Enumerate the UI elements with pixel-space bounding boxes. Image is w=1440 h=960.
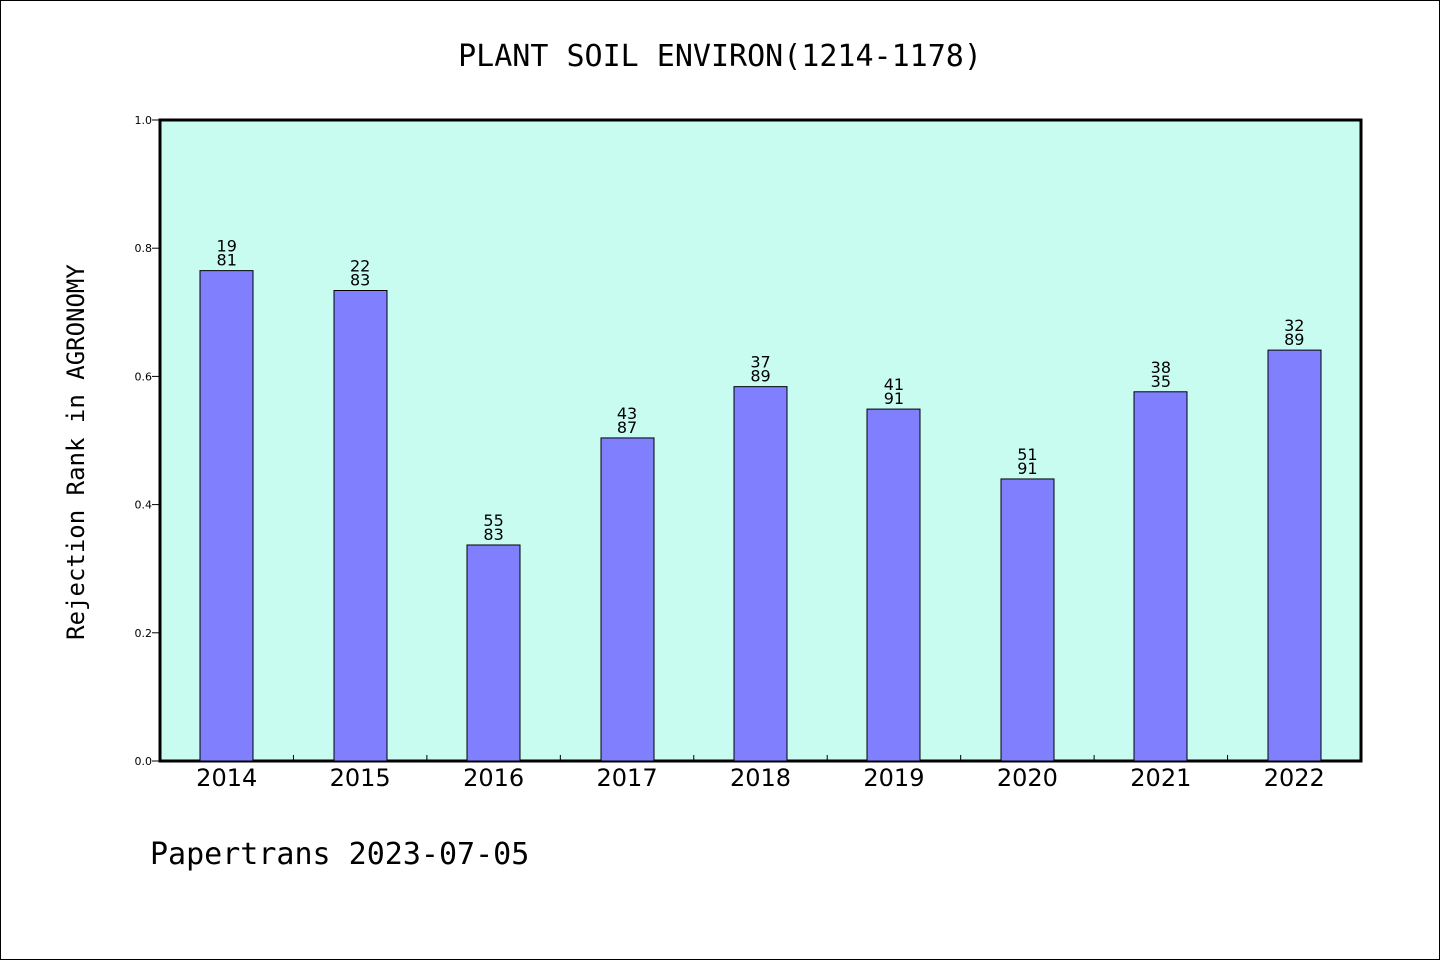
- x-tick-label: 2017: [597, 764, 658, 792]
- x-tick-label: 2014: [196, 764, 257, 792]
- x-tick-label: 2021: [1130, 764, 1191, 792]
- bar-label-bottom: 83: [350, 271, 370, 290]
- bar-2019: [866, 408, 921, 762]
- bar-label-bottom: 89: [1284, 330, 1304, 349]
- y-tick-label: 0.8: [135, 242, 153, 255]
- bar-label-bottom: 87: [617, 418, 637, 437]
- x-tick-label: 2020: [997, 764, 1058, 792]
- bar-label-bottom: 89: [750, 367, 770, 386]
- y-axis-label: Rejection Rank in AGRONOMY: [62, 264, 90, 640]
- x-tick-label: 2019: [863, 764, 924, 792]
- bar-2022: [1267, 349, 1322, 762]
- y-tick-label: 0.6: [135, 370, 153, 383]
- bar-label-top: 19: [217, 237, 237, 256]
- y-tick-label: 0.4: [135, 499, 153, 512]
- bar-label-top: 43: [617, 404, 637, 423]
- y-tick-label: 1.0: [135, 114, 153, 127]
- bar-label-top: 32: [1284, 316, 1304, 335]
- bar-label-top: 51: [1017, 445, 1037, 464]
- footer-text: Papertrans 2023-07-05: [150, 837, 529, 872]
- y-axis: 0.0 0.2 0.4 0.6 0.8 1.0: [135, 114, 160, 768]
- bars: [199, 270, 1322, 762]
- bar-2020: [1000, 478, 1055, 762]
- bar-2018: [733, 386, 788, 762]
- x-tick-label: 2016: [463, 764, 524, 792]
- y-tick-label: 0.0: [135, 755, 153, 768]
- bar-label-top: 55: [483, 511, 503, 530]
- bar-2014: [199, 270, 254, 762]
- bar-label-bottom: 81: [217, 251, 237, 270]
- bar-label-top: 37: [750, 353, 770, 372]
- bar-label-bottom: 35: [1151, 372, 1171, 391]
- x-tick-label: 2022: [1264, 764, 1325, 792]
- bar-2015: [333, 290, 388, 762]
- bar-label-bottom: 83: [483, 525, 503, 544]
- bar-label-bottom: 91: [884, 389, 904, 408]
- bar-2021: [1133, 391, 1188, 762]
- bar-label-top: 38: [1151, 358, 1171, 377]
- bar-2016: [466, 544, 521, 762]
- chart-title: PLANT SOIL ENVIRON(1214-1178): [458, 39, 982, 74]
- bar-2017: [600, 437, 655, 762]
- x-tick-label: 2015: [330, 764, 391, 792]
- bar-label-top: 41: [884, 375, 904, 394]
- y-tick-label: 0.2: [135, 627, 153, 640]
- x-axis: 2014 2015 2016 2017 2018 2019 2020 2021 2022: [196, 755, 1325, 792]
- bar-label-top: 22: [350, 257, 370, 276]
- x-tick-label: 2018: [730, 764, 791, 792]
- bar-label-bottom: 91: [1017, 459, 1037, 478]
